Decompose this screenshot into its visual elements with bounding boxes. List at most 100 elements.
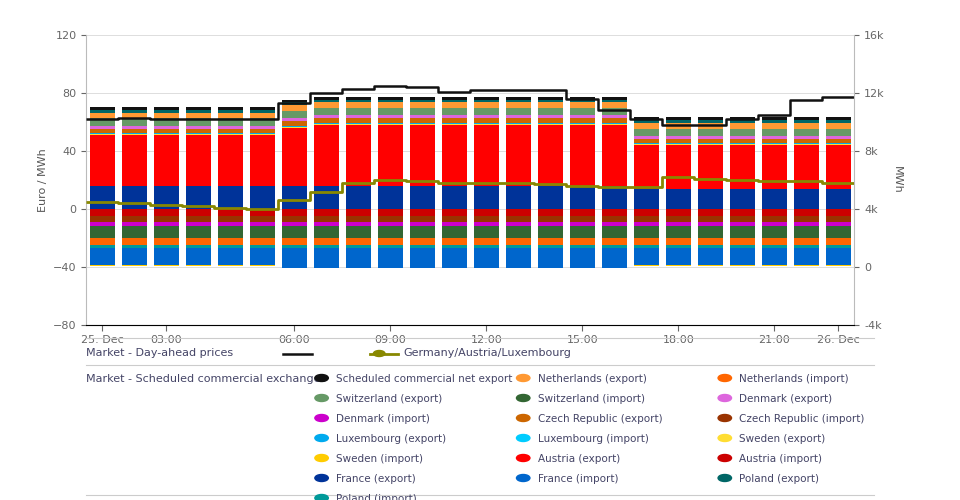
- Bar: [281, 216, 307, 218]
- Bar: [410, 226, 435, 238]
- Bar: [442, 216, 468, 218]
- Bar: [602, 216, 627, 218]
- Bar: [442, 238, 468, 245]
- Bar: [89, 222, 115, 226]
- Bar: [826, 226, 852, 238]
- Bar: [794, 222, 819, 226]
- Bar: [410, 124, 435, 125]
- Bar: [730, 145, 756, 188]
- Bar: [473, 122, 499, 124]
- Bar: [665, 248, 691, 266]
- Bar: [794, 265, 819, 266]
- Bar: [281, 226, 307, 238]
- Bar: [250, 216, 276, 218]
- Bar: [634, 222, 660, 226]
- Bar: [218, 216, 243, 222]
- Bar: [730, 188, 756, 209]
- Bar: [377, 96, 403, 100]
- Bar: [410, 186, 435, 209]
- Bar: [314, 116, 339, 118]
- Bar: [410, 96, 435, 100]
- Bar: [506, 96, 531, 100]
- Bar: [602, 125, 627, 186]
- Bar: [602, 96, 627, 100]
- Bar: [506, 122, 531, 124]
- Bar: [154, 133, 180, 134]
- Bar: [634, 209, 660, 218]
- Bar: [377, 216, 403, 222]
- Bar: [538, 226, 564, 238]
- Bar: [826, 120, 852, 122]
- Bar: [826, 222, 852, 226]
- Bar: [473, 108, 499, 116]
- Bar: [826, 248, 852, 266]
- Bar: [314, 100, 339, 102]
- Bar: [761, 122, 787, 128]
- Bar: [761, 143, 787, 144]
- Bar: [442, 118, 468, 122]
- Bar: [826, 122, 852, 128]
- Bar: [538, 96, 564, 100]
- Bar: [346, 245, 372, 248]
- Bar: [698, 222, 723, 226]
- Bar: [538, 125, 564, 186]
- Bar: [698, 245, 723, 248]
- Bar: [250, 133, 276, 134]
- Bar: [665, 128, 691, 136]
- Bar: [538, 216, 564, 218]
- Bar: [634, 188, 660, 209]
- Bar: [506, 222, 531, 226]
- Bar: [473, 100, 499, 102]
- Text: Austria (export): Austria (export): [538, 454, 620, 464]
- Bar: [346, 222, 372, 226]
- Bar: [473, 238, 499, 245]
- Bar: [473, 245, 499, 248]
- Bar: [250, 226, 276, 238]
- Bar: [569, 96, 595, 100]
- Bar: [442, 125, 468, 186]
- Bar: [89, 216, 115, 218]
- Bar: [250, 110, 276, 112]
- Bar: [730, 245, 756, 248]
- Bar: [569, 108, 595, 116]
- Bar: [122, 265, 147, 266]
- Bar: [569, 186, 595, 209]
- Bar: [154, 238, 180, 245]
- Bar: [377, 102, 403, 108]
- Bar: [314, 186, 339, 209]
- Bar: [665, 216, 691, 222]
- Bar: [185, 248, 211, 266]
- Bar: [185, 126, 211, 128]
- Bar: [538, 216, 564, 222]
- Bar: [794, 120, 819, 122]
- Bar: [185, 112, 211, 118]
- Bar: [122, 126, 147, 128]
- Bar: [314, 124, 339, 125]
- Bar: [538, 124, 564, 125]
- Bar: [506, 216, 531, 218]
- Bar: [314, 108, 339, 116]
- Bar: [761, 265, 787, 266]
- Bar: [473, 222, 499, 226]
- Bar: [218, 110, 243, 112]
- Bar: [665, 265, 691, 266]
- Bar: [473, 96, 499, 100]
- Bar: [154, 216, 180, 218]
- Bar: [442, 100, 468, 102]
- Bar: [634, 226, 660, 238]
- Bar: [442, 108, 468, 116]
- Bar: [250, 186, 276, 209]
- Bar: [794, 143, 819, 144]
- Bar: [442, 245, 468, 248]
- Text: Luxembourg (export): Luxembourg (export): [336, 434, 446, 444]
- Bar: [506, 238, 531, 245]
- Bar: [185, 265, 211, 266]
- Bar: [89, 118, 115, 126]
- Bar: [185, 209, 211, 218]
- Bar: [314, 118, 339, 122]
- Bar: [410, 125, 435, 186]
- Bar: [698, 128, 723, 136]
- Bar: [377, 125, 403, 186]
- Bar: [185, 133, 211, 134]
- Bar: [538, 238, 564, 245]
